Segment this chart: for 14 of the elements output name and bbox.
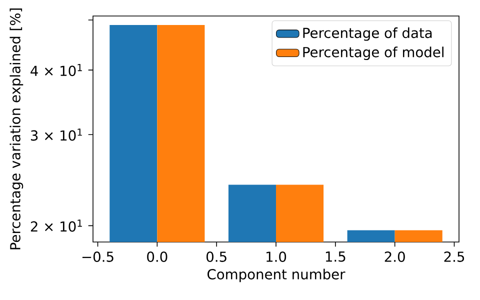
x-tick-label: 0.5 <box>206 252 226 262</box>
x-tick-label: 2.0 <box>384 252 405 262</box>
y-axis-title: Percentage variation explained [%] <box>10 8 24 250</box>
y-tick-label: 2 × 10$^{1}$ <box>30 220 82 232</box>
x-tick-label: 1.0 <box>266 252 286 262</box>
legend-label: Percentage of data <box>303 27 432 41</box>
y-tick-label: 4 × 10$^{1}$ <box>30 64 82 76</box>
legend-label: Percentage of model <box>303 46 444 60</box>
y-tick-label: 3 × 10$^{1}$ <box>30 128 82 141</box>
x-tick-label: −0.5 <box>82 252 114 262</box>
x-tick-label: 2.5 <box>444 252 464 262</box>
x-axis-title: Component number <box>208 268 346 282</box>
x-tick-label: 1.5 <box>326 252 346 262</box>
x-tick-label: 0.0 <box>147 252 168 262</box>
